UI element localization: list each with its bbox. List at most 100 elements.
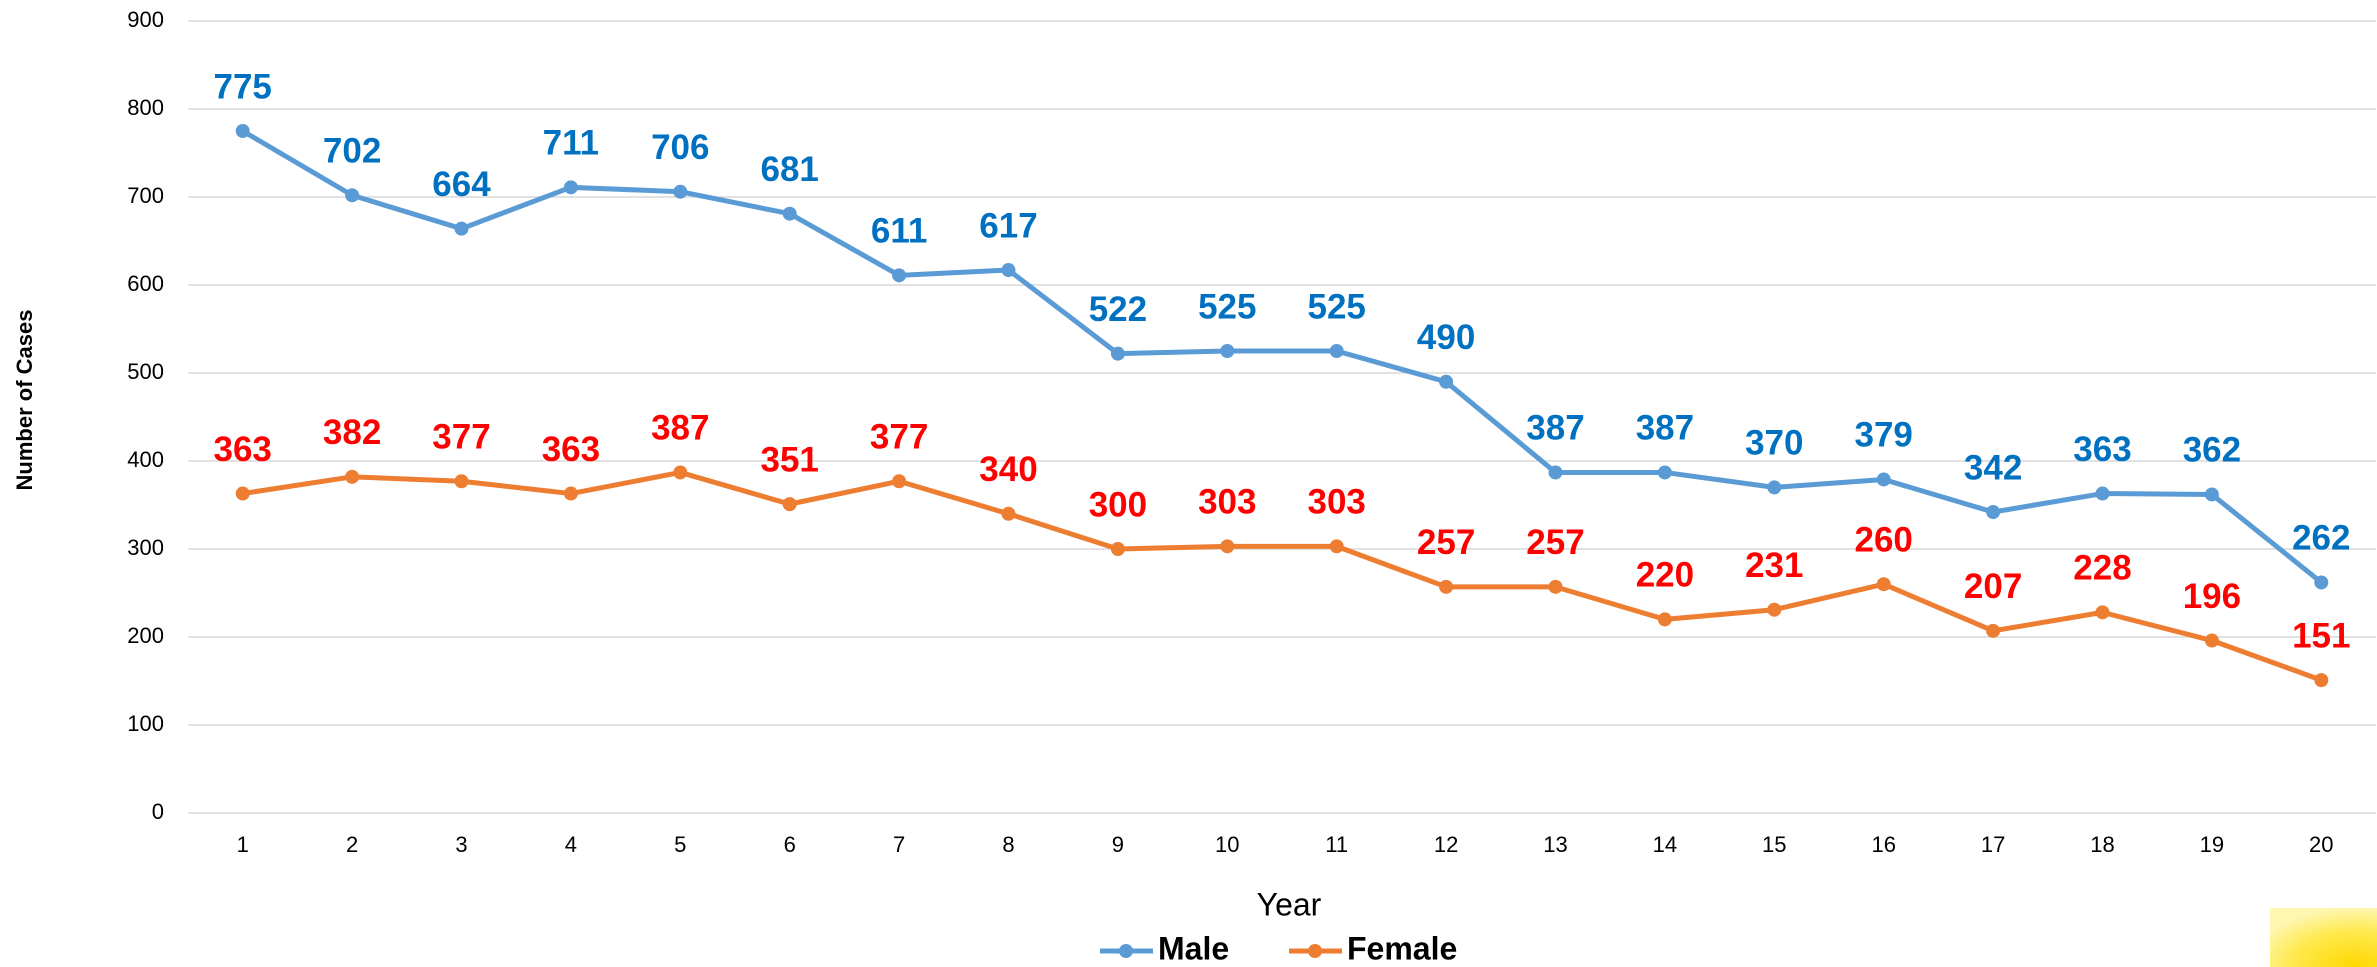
data-point — [1329, 344, 1344, 358]
data-label: 340 — [979, 450, 1037, 489]
data-point — [1876, 577, 1891, 592]
x-tick-label: 20 — [2309, 832, 2333, 857]
data-point — [673, 465, 688, 480]
x-tick-label: 6 — [784, 832, 796, 857]
data-point — [345, 188, 360, 203]
data-label: 706 — [651, 128, 709, 167]
x-axis-title: Year — [1257, 886, 1322, 922]
data-point — [1657, 612, 1672, 627]
data-label: 379 — [1854, 416, 1912, 455]
data-point — [1876, 472, 1891, 487]
data-label: 522 — [1089, 290, 1147, 329]
x-tick-label: 19 — [2200, 832, 2224, 857]
data-point — [2095, 605, 2110, 620]
data-point — [1329, 539, 1344, 554]
y-tick-label: 200 — [127, 623, 164, 648]
data-label: 525 — [1198, 287, 1256, 326]
legend-label: Female — [1347, 930, 1457, 966]
x-tick-label: 13 — [1543, 832, 1567, 857]
data-point — [1110, 346, 1125, 361]
y-tick-label: 400 — [127, 447, 164, 472]
data-label: 207 — [1964, 567, 2022, 606]
data-point — [892, 268, 907, 283]
y-tick-label: 100 — [127, 711, 164, 736]
data-point — [563, 486, 578, 501]
data-label: 257 — [1526, 523, 1584, 562]
data-label: 231 — [1745, 546, 1803, 585]
data-point — [1986, 505, 2001, 520]
x-tick-label: 8 — [1002, 832, 1014, 857]
data-point — [782, 206, 797, 221]
data-label: 257 — [1417, 523, 1475, 562]
data-label: 525 — [1307, 287, 1365, 326]
x-tick-label: 15 — [1762, 832, 1786, 857]
legend-marker — [1119, 944, 1133, 958]
data-point — [454, 221, 469, 236]
y-tick-label: 700 — [127, 183, 164, 208]
data-label: 151 — [2292, 616, 2350, 655]
data-point — [1001, 263, 1016, 278]
data-label: 377 — [870, 417, 928, 456]
x-tick-label: 18 — [2090, 832, 2114, 857]
data-point — [1986, 623, 2001, 638]
data-point — [2204, 633, 2219, 648]
data-point — [345, 469, 360, 484]
data-label: 775 — [213, 67, 271, 106]
data-label: 387 — [651, 409, 709, 448]
data-point — [673, 184, 688, 199]
legend-label: Male — [1158, 930, 1229, 966]
data-point — [1439, 579, 1454, 594]
x-tick-label: 1 — [237, 832, 249, 857]
y-tick-label: 500 — [127, 359, 164, 384]
data-label: 681 — [760, 150, 818, 189]
y-tick-label: 900 — [127, 7, 164, 32]
data-label: 220 — [1636, 556, 1694, 595]
data-label: 303 — [1307, 483, 1365, 522]
decoration — [2270, 908, 2377, 967]
data-label: 711 — [543, 124, 599, 163]
data-label: 303 — [1198, 483, 1256, 522]
data-label: 387 — [1526, 409, 1584, 448]
x-tick-label: 4 — [565, 832, 577, 857]
data-point — [1548, 579, 1563, 594]
data-label: 617 — [979, 206, 1037, 245]
data-point — [235, 124, 250, 138]
data-label: 196 — [2183, 577, 2241, 616]
y-axis-title: Number of Cases — [12, 310, 37, 491]
y-tick-label: 300 — [127, 535, 164, 560]
y-tick-label: 600 — [127, 271, 164, 296]
x-tick-label: 2 — [346, 832, 358, 857]
x-tick-label: 12 — [1434, 832, 1458, 857]
legend-marker — [1308, 944, 1322, 958]
data-label: 362 — [2183, 431, 2241, 470]
data-point — [1767, 602, 1782, 617]
x-tick-label: 3 — [455, 832, 467, 857]
data-point — [2204, 487, 2219, 502]
data-label: 262 — [2292, 519, 2350, 558]
data-label: 363 — [213, 430, 271, 469]
series-line — [241, 128, 2323, 585]
data-point — [1220, 539, 1235, 554]
data-label: 387 — [1636, 409, 1694, 448]
x-tick-label: 10 — [1215, 832, 1239, 857]
y-tick-label: 800 — [127, 95, 164, 120]
data-label: 363 — [542, 430, 600, 469]
data-point — [1548, 465, 1563, 480]
data-label: 342 — [1964, 448, 2022, 487]
x-tick-label: 5 — [674, 832, 686, 857]
data-label: 363 — [2073, 430, 2131, 469]
data-point — [1439, 374, 1454, 389]
data-point — [235, 486, 250, 501]
x-tick-label: 16 — [1871, 832, 1895, 857]
data-point — [1110, 542, 1125, 556]
data-point — [2095, 486, 2110, 501]
series-line — [242, 469, 2323, 683]
x-tick-label: 9 — [1112, 832, 1124, 857]
data-point — [782, 497, 797, 512]
data-label: 370 — [1745, 424, 1803, 463]
data-label: 377 — [432, 417, 490, 456]
x-tick-label: 11 — [1325, 832, 1348, 857]
data-point — [892, 474, 907, 489]
data-label: 300 — [1089, 485, 1147, 524]
